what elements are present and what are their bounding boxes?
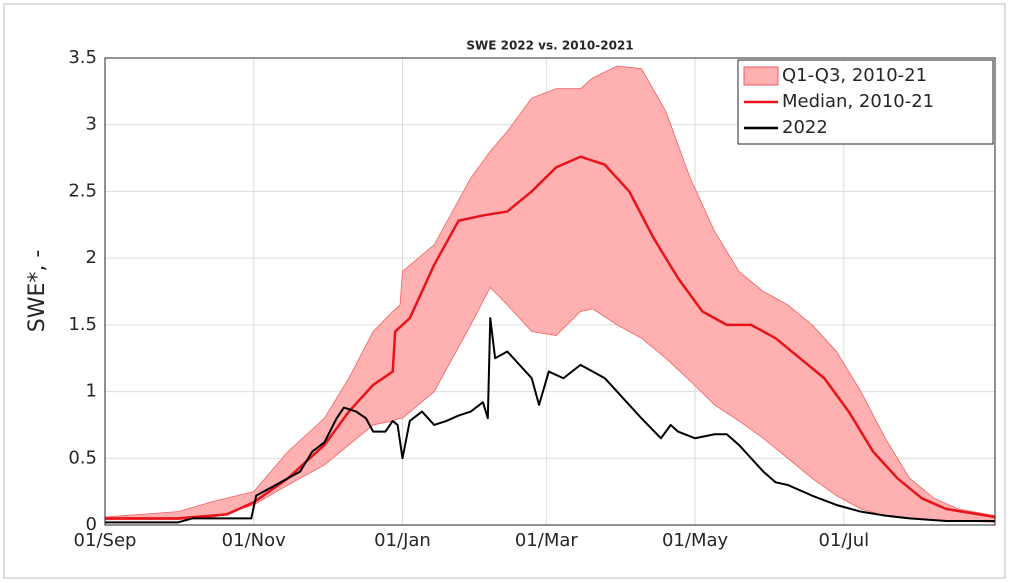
x-tick-label: 01/Sep bbox=[74, 530, 137, 551]
legend-label: Q1-Q3, 2010-21 bbox=[782, 65, 927, 86]
legend-swatch bbox=[743, 66, 779, 86]
y-tick-label: 0 bbox=[86, 514, 97, 535]
y-tick-label: 1.5 bbox=[68, 314, 97, 335]
x-tick-label: 01/Jul bbox=[818, 530, 869, 551]
y-tick-label: 0.5 bbox=[68, 447, 97, 468]
legend-box bbox=[737, 59, 994, 145]
frame bbox=[3, 3, 1006, 579]
y-tick-label: 3 bbox=[86, 114, 97, 135]
y-tick-label: 2 bbox=[86, 247, 97, 268]
plot-area bbox=[104, 57, 996, 526]
line bbox=[105, 317, 995, 524]
legend-label: Median, 2010-21 bbox=[782, 91, 934, 112]
line bbox=[105, 155, 996, 520]
legend-label: 2022 bbox=[782, 117, 828, 138]
y-tick-label: 1 bbox=[86, 381, 97, 402]
x-tick-label: 01/Nov bbox=[222, 530, 286, 551]
y-axis-label: SWE*, - bbox=[25, 250, 50, 333]
x-tick-label: 01/Mar bbox=[515, 530, 579, 551]
y-tick-label: 2.5 bbox=[68, 180, 97, 201]
chart-title: SWE 2022 vs. 2010-2021 bbox=[466, 39, 633, 53]
x-tick-label: 01/Jan bbox=[374, 530, 431, 551]
x-tick-label: 01/May bbox=[662, 530, 729, 551]
y-tick-label: 3.5 bbox=[68, 47, 97, 68]
